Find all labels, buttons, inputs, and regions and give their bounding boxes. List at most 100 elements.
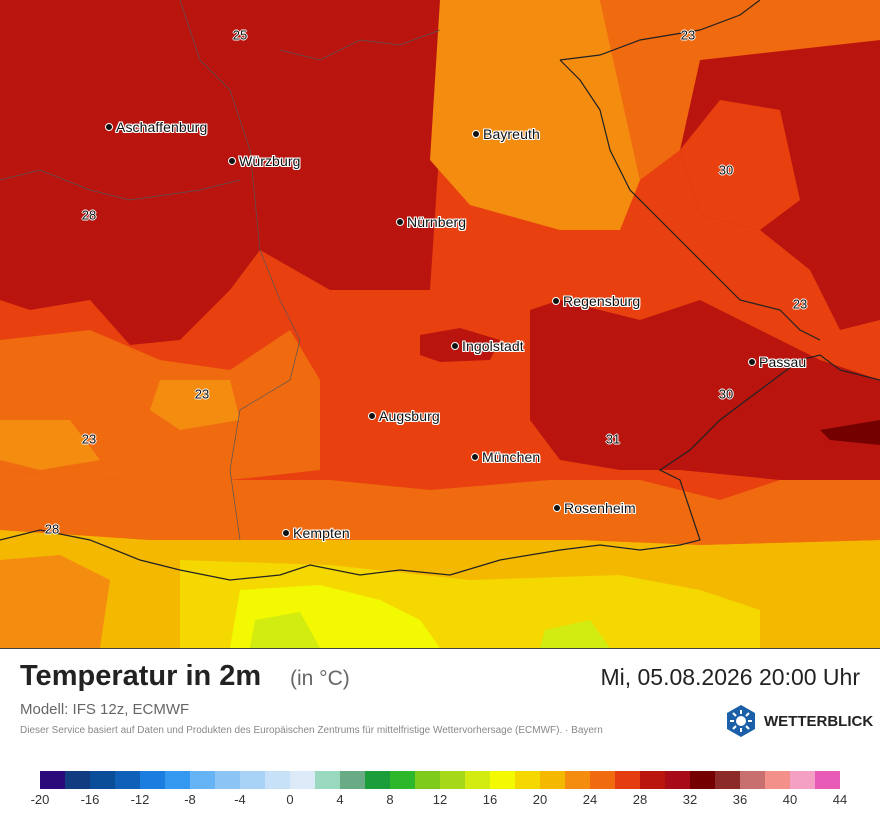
zone-ingolstadt-dark (420, 328, 500, 362)
color-scale (40, 771, 840, 789)
scale-swatch (765, 771, 790, 789)
scale-swatch (340, 771, 365, 789)
scale-tick-label: 32 (682, 792, 698, 807)
city-label: Augsburg (379, 408, 440, 424)
scale-tick-label: 28 (632, 792, 648, 807)
scale-swatch (490, 771, 515, 789)
scale-swatch (115, 771, 140, 789)
zone-light-orange-west (150, 380, 240, 430)
scale-tick-label: 8 (386, 792, 394, 807)
zone-light-orange-west2 (0, 420, 100, 470)
border-line (0, 354, 880, 581)
scale-swatch (90, 771, 115, 789)
city-label: Passau (759, 354, 807, 370)
city-ingolstadt: Ingolstadt (451, 338, 524, 354)
scale-swatch (190, 771, 215, 789)
scale-swatch (715, 771, 740, 789)
city-muenchen: München (471, 449, 540, 465)
city-label: Ingolstadt (462, 338, 524, 354)
disclaimer-text: Dieser Service basiert auf Daten und Pro… (20, 725, 603, 736)
city-regensburg: Regensburg (552, 293, 640, 309)
scale-swatch (665, 771, 690, 789)
scale-swatch (790, 771, 815, 789)
temperature-map: Aschaffenburg Würzburg Bayreuth Nürnberg… (0, 0, 880, 649)
scale-swatch (815, 771, 840, 789)
zone-orange-sw-corner (0, 555, 110, 648)
scale-swatch (740, 771, 765, 789)
zone-mid-orange-northeast (680, 100, 800, 230)
zone-green-yellow-south2 (540, 620, 610, 648)
temp-label: 31 (605, 431, 621, 447)
city-wuerzburg: Würzburg (228, 153, 300, 169)
city-label: Würzburg (239, 153, 301, 169)
temp-label: 30 (718, 162, 734, 178)
scale-swatch (215, 771, 240, 789)
scale-tick-label: 20 (532, 792, 548, 807)
scale-tick-label: 40 (782, 792, 798, 807)
zone-darkest-east (820, 420, 880, 445)
scale-swatch (640, 771, 665, 789)
scale-swatch (240, 771, 265, 789)
scale-tick-label: -4 (234, 792, 246, 807)
district-line-2 (0, 169, 241, 201)
city-label: Aschaffenburg (116, 119, 208, 135)
color-scale-labels: -20 -16 -12 -8 -4 0 4 8 12 16 20 24 28 32 36 40 44 (31, 792, 848, 808)
border-line-east (559, 59, 821, 341)
scale-tick-label: 16 (482, 792, 498, 807)
scale-swatch (415, 771, 440, 789)
city-kempten: Kempten (282, 525, 350, 541)
scale-swatch (140, 771, 165, 789)
scale-swatch (265, 771, 290, 789)
legend-header: Temperatur in 2m (in °C) Mi, 05.08.2026 … (20, 660, 860, 696)
scale-tick-label: 44 (832, 792, 848, 807)
scale-swatch (315, 771, 340, 789)
scale-swatch (565, 771, 590, 789)
district-line-3 (279, 29, 441, 61)
scale-swatch (165, 771, 190, 789)
city-label: Kempten (293, 525, 350, 541)
scale-swatch (590, 771, 615, 789)
scale-swatch (290, 771, 315, 789)
model-info: Modell: IFS 12z, ECMWF (20, 701, 190, 718)
scale-swatch (65, 771, 90, 789)
temp-label: 28 (81, 207, 97, 223)
wetterblick-logo: WETTERBLICK (724, 704, 873, 738)
scale-tick-label: 0 (286, 792, 294, 807)
scale-swatch (465, 771, 490, 789)
zone-green-yellow-south (250, 612, 320, 648)
zone-dark-east (530, 300, 880, 480)
scale-tick-label: -16 (80, 792, 100, 807)
scale-tick-label: 24 (582, 792, 598, 807)
temp-label: 23 (792, 296, 808, 312)
city-label: Nürnberg (407, 214, 467, 230)
scale-tick-label: -20 (30, 792, 50, 807)
temp-label: 23 (680, 27, 696, 43)
temp-label: 25 (232, 27, 248, 43)
zone-orange-north-center (430, 0, 640, 230)
border-line-north (559, 0, 761, 61)
scale-swatch (615, 771, 640, 789)
city-aschaffenburg: Aschaffenburg (105, 119, 207, 135)
scale-tick-label: 12 (432, 792, 448, 807)
city-label: Rosenheim (564, 500, 636, 516)
city-bayreuth: Bayreuth (472, 126, 540, 142)
city-augsburg: Augsburg (368, 408, 440, 424)
city-nuernberg: Nürnberg (396, 214, 466, 230)
scale-tick-label: 4 (336, 792, 344, 807)
forecast-datetime: Mi, 05.08.2026 20:00 Uhr (600, 664, 860, 690)
scale-swatch (440, 771, 465, 789)
city-passau: Passau (748, 354, 806, 370)
scale-swatch (365, 771, 390, 789)
city-label: München (482, 449, 541, 465)
zone-orange-south-band (0, 470, 880, 545)
logo-icon (727, 705, 755, 737)
city-rosenheim: Rosenheim (553, 500, 636, 516)
scale-swatch (390, 771, 415, 789)
temp-label: 23 (194, 386, 210, 402)
scale-tick-label: -8 (184, 792, 196, 807)
zone-orange-east-band (600, 0, 880, 180)
unit-label: (in °C) (290, 667, 350, 690)
scale-swatch (540, 771, 565, 789)
logo-text: WETTERBLICK (764, 712, 874, 730)
scale-tick-label: 36 (732, 792, 748, 807)
